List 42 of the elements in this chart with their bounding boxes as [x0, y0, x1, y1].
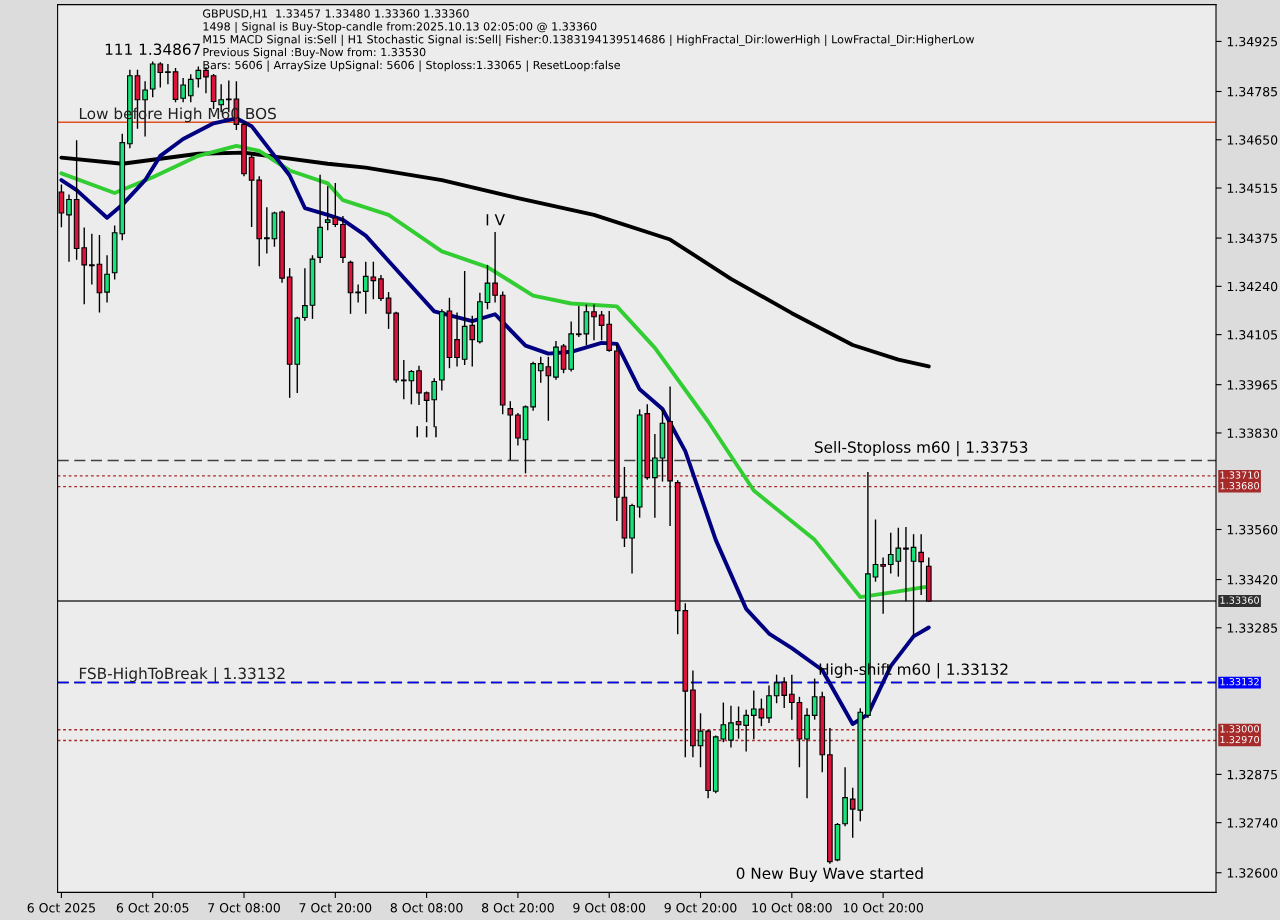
annotation: 0 New Buy Wave started	[736, 867, 923, 883]
y-tick-label: 1.34105	[1227, 330, 1278, 340]
x-tick-label: 7 Oct 20:00	[299, 903, 372, 913]
x-tick-label: 9 Oct 20:00	[664, 903, 737, 913]
annotation: Bars: 5606 | ArraySize UpSignal: 5606 | Stoploss:1.33065 | ResetLoop:false	[203, 60, 620, 72]
x-tick-label: 8 Oct 08:00	[390, 903, 463, 913]
y-tick-label: 1.33285	[1227, 623, 1278, 633]
y-tick-label: 1.34785	[1227, 86, 1278, 97]
annotation: Sell-Stoploss m60 | 1.33753	[814, 441, 1028, 457]
x-tick-label: 10 Oct 20:00	[843, 903, 924, 913]
y-tick-label: 1.33830	[1227, 428, 1278, 438]
ref-line-label: 1.33680	[1220, 482, 1260, 490]
ref-line-label: 1.33000	[1220, 725, 1260, 733]
annotation: Previous Signal :Buy-Now from: 1.33530	[203, 47, 426, 59]
annotation: I V	[486, 214, 505, 226]
y-tick-label: 1.34650	[1227, 135, 1278, 145]
x-tick-label: 7 Oct 08:00	[208, 903, 280, 913]
y-tick-label: 1.34375	[1227, 233, 1278, 244]
x-tick-label: 8 Oct 20:00	[482, 903, 554, 913]
ref-line-label: FSB-HighToBreak | 1.33132	[79, 667, 285, 683]
ref-line-label: 1.32970	[1220, 735, 1260, 744]
y-tick-label: 1.33965	[1227, 380, 1278, 390]
ref-line-label: 1.33710	[1220, 471, 1260, 479]
y-tick-label: 1.34240	[1227, 281, 1278, 292]
x-tick-label: 6 Oct 2025	[27, 903, 95, 913]
ref-line-label: 1.33360	[1220, 596, 1260, 604]
x-tick-label: 6 Oct 20:05	[116, 903, 189, 913]
y-tick-label: 1.34515	[1227, 183, 1278, 193]
x-tick-label: 9 Oct 08:00	[573, 903, 646, 913]
annotation: 111 1.34867	[105, 43, 200, 56]
x-tick-label: 10 Oct 08:00	[752, 903, 832, 913]
ref-line-label: 1.33132	[1220, 677, 1259, 686]
y-tick-label: 1.32600	[1227, 868, 1278, 878]
y-tick-label: 1.33560	[1227, 524, 1278, 535]
y-tick-label: 1.33420	[1227, 575, 1278, 585]
y-tick-label: 1.32740	[1227, 818, 1278, 828]
annotation: M15 MACD Signal is:Sell | H1 Stochastic Signal is:Sell| Fisher:0.1383194139514686 | HighFractal_Dir:lowerHigh | LowFractal_Dir:HigherLow	[203, 34, 975, 46]
annotation: 1498 | Signal is Buy-Stop-candle from:2025.10.13 02:05:00 @ 1.33360	[203, 21, 597, 34]
annotation: GBPUSD,H1 1.33457 1.33480 1.33360 1.33360	[203, 9, 469, 19]
y-tick-label: 1.32875	[1227, 769, 1278, 780]
annotation: I I I	[416, 426, 437, 438]
y-tick-label: 1.34925	[1227, 36, 1278, 47]
